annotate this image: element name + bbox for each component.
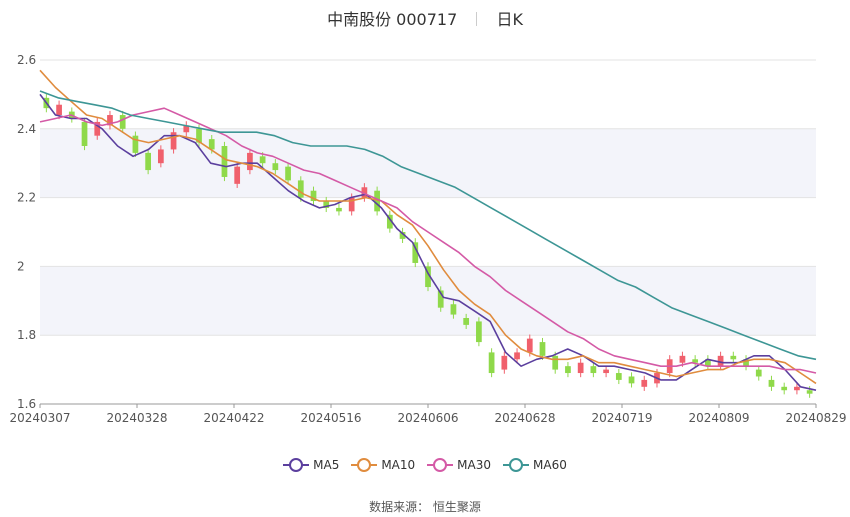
x-tick-label: 20240628 [494, 411, 555, 425]
grid-band [40, 128, 816, 198]
candle-body [603, 369, 609, 374]
candle-body [348, 197, 355, 212]
candle-body [450, 304, 457, 315]
candle-body [794, 386, 800, 391]
candle-body [565, 366, 571, 374]
x-tick-label: 20240328 [106, 411, 167, 425]
candle-body [310, 190, 317, 202]
candle-body [781, 386, 788, 391]
x-tick-label: 20240719 [591, 411, 652, 425]
candle-body [272, 163, 279, 171]
candle-body [221, 146, 228, 177]
candle-body [132, 135, 139, 153]
x-tick-label: 20240422 [203, 411, 264, 425]
legend-item-ma10[interactable]: MA10 [351, 458, 415, 472]
candle-body [615, 373, 622, 380]
x-tick-label: 20240307 [9, 411, 70, 425]
legend-item-ma30[interactable]: MA30 [427, 458, 491, 472]
candle-body [476, 321, 482, 343]
x-tick-label: 20240829 [785, 411, 846, 425]
series-line-ma60 [39, 90, 817, 361]
candle-body [259, 156, 266, 164]
y-tick-label: 1.8 [17, 328, 36, 342]
stock-code: 000717 [396, 10, 458, 29]
y-tick-label: 2.6 [17, 53, 36, 67]
period-label: 日K [496, 10, 523, 29]
candle-body [552, 355, 559, 370]
candle-body [679, 355, 686, 363]
candle-body [56, 104, 62, 116]
series-line-ma10 [39, 69, 817, 385]
candle-body [183, 125, 190, 133]
legend-label: MA10 [381, 458, 416, 472]
data-source: 数据来源： 恒生聚源 [369, 500, 481, 514]
candle-body [399, 232, 406, 239]
candle-body [705, 359, 711, 367]
candle-body [234, 166, 241, 184]
candle-body [94, 121, 101, 136]
candle-body [526, 338, 533, 353]
title-divider [476, 12, 478, 26]
series-line-ma30 [39, 107, 817, 374]
candle-body [755, 369, 762, 377]
candle-body [145, 152, 151, 171]
candle-body [488, 352, 495, 374]
series-line-ma5 [39, 93, 817, 391]
candle-body [425, 266, 431, 288]
x-tick-label: 20240516 [300, 411, 361, 425]
candle-body [628, 376, 635, 384]
y-tick-label: 1.6 [17, 397, 36, 411]
candle-body [374, 190, 380, 212]
candle-body [730, 355, 737, 360]
candle-body [196, 128, 202, 143]
candle-body [247, 152, 253, 171]
candle-body [590, 366, 597, 374]
candle-body [336, 207, 342, 212]
candle-body [641, 379, 648, 387]
legend-marker [351, 458, 378, 472]
candle-body [717, 355, 724, 367]
x-tick-label: 20240606 [397, 411, 458, 425]
legend-marker [283, 458, 310, 472]
chart-legend: MA5 MA10 MA30 MA60 [0, 458, 850, 475]
candle-body [386, 214, 393, 229]
candle-body [297, 180, 304, 198]
candle-body [208, 139, 215, 150]
y-tick-label: 2 [17, 259, 25, 273]
candle-body [119, 115, 126, 129]
candle-body [412, 242, 419, 263]
candle-body [501, 355, 508, 370]
candle-body [81, 121, 88, 146]
x-tick-label: 20240809 [688, 411, 749, 425]
candle-body [577, 362, 584, 374]
y-tick-label: 2.2 [17, 191, 36, 205]
candle-body [768, 379, 775, 387]
candle-body [361, 187, 368, 198]
candle-body [743, 359, 749, 367]
candle-body [107, 115, 113, 126]
legend-label: MA5 [313, 458, 340, 472]
legend-item-ma5[interactable]: MA5 [283, 458, 339, 472]
chart-title: 中南股份 000717 日K [0, 6, 850, 30]
candle-body [323, 201, 330, 208]
legend-marker [427, 458, 454, 472]
candle-body [463, 318, 470, 325]
legend-label: MA30 [457, 458, 492, 472]
stock-name: 中南股份 [327, 10, 392, 29]
candle-body [514, 352, 520, 360]
y-tick-label: 2.4 [17, 122, 36, 136]
candle-body [539, 342, 546, 356]
candlestick-chart: 1.6 1.8 2 2.2 2.4 2.6 20240307 20240328 20240422… [9, 53, 846, 425]
candle-body [285, 166, 291, 181]
candle-body [806, 390, 813, 394]
legend-marker [503, 458, 530, 472]
candle-body [437, 290, 444, 308]
candle-body [157, 149, 164, 164]
candle-body [170, 132, 177, 150]
candle-body [692, 359, 699, 363]
legend-label: MA60 [533, 458, 567, 472]
legend-item-ma60[interactable]: MA60 [503, 458, 567, 472]
